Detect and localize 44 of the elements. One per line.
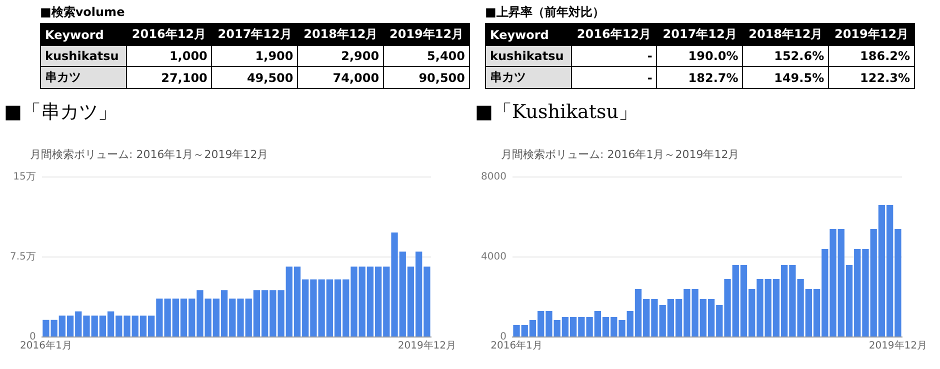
- text: Keyword: [40, 24, 126, 46]
- x-tick-label: 2016年1月: [490, 340, 542, 352]
- chart-subtitle: 月間検索ボリューム: 2016年1月～2019年12月: [30, 147, 270, 163]
- x-tick-label: 2019年12月: [398, 340, 456, 352]
- chart-title: ■「Kushikatsu」: [475, 100, 638, 125]
- text: 2017年12月: [656, 24, 743, 46]
- text: ■上昇率（前年対比）: [485, 4, 606, 21]
- text: 1,900: [212, 46, 298, 66]
- text: ■検索volume: [40, 4, 126, 21]
- text: 74,000: [298, 66, 384, 88]
- text: -: [571, 66, 657, 88]
- text: 2019年12月: [384, 24, 470, 46]
- text: 1,000: [126, 46, 212, 66]
- text: 2019年12月: [828, 24, 914, 46]
- text: 串カツ: [40, 66, 126, 88]
- text: 2016年12月: [126, 24, 212, 46]
- text: 186.2%: [828, 46, 914, 66]
- text: kushikatsu: [40, 46, 126, 66]
- y-tick-label: 15万: [13, 172, 36, 183]
- text: 149.5%: [742, 66, 829, 88]
- chart-subtitle: 月間検索ボリューム: 2016年1月～2019年12月: [501, 147, 740, 163]
- text: 90,500: [384, 66, 470, 88]
- text: 190.0%: [656, 46, 743, 66]
- text: 2018年12月: [742, 24, 829, 46]
- x-tick-label: 2016年1月: [20, 340, 72, 352]
- text: 182.7%: [656, 66, 743, 88]
- text: 122.3%: [828, 66, 914, 88]
- text: kushikatsu: [486, 46, 572, 66]
- y-tick-label: 7.5万: [10, 252, 36, 263]
- text: 2016年12月: [571, 24, 657, 46]
- text: -: [571, 46, 657, 66]
- text: Keyword: [486, 24, 572, 46]
- text: 152.6%: [742, 46, 829, 66]
- text: 27,100: [126, 66, 212, 88]
- text: 2018年12月: [298, 24, 384, 46]
- chart-title: ■「串カツ」: [4, 100, 118, 125]
- text: 2,900: [298, 46, 384, 66]
- text: 5,400: [384, 46, 470, 66]
- text: 串カツ: [486, 66, 572, 88]
- y-tick-label: 8000: [480, 172, 506, 183]
- y-tick-label: 4000: [480, 252, 506, 263]
- x-tick-label: 2019年12月: [868, 340, 928, 352]
- text: 49,500: [212, 66, 298, 88]
- text: 2017年12月: [212, 24, 298, 46]
